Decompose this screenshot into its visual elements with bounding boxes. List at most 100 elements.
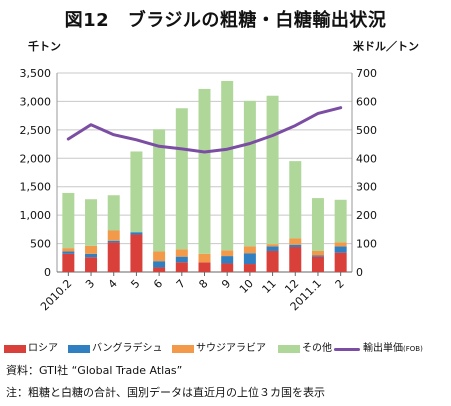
x-tick-label: 10 (237, 277, 256, 296)
bar-segment (153, 261, 166, 268)
y-tick-label: 1,500 (20, 181, 52, 194)
bar-segment (221, 263, 234, 272)
bar-segment (243, 100, 256, 247)
legend-label-price: 輸出単価 (363, 343, 403, 354)
chart-area: 千トン 米ドル／トン 0 500 1,000 1,500 2,000 2,500 3,000… (20, 39, 420, 313)
bar-segment (221, 256, 234, 264)
bar-segment (175, 262, 188, 272)
bar-segment (243, 246, 256, 254)
x-tick-label: 8 (196, 277, 210, 291)
bar-segment (85, 253, 98, 258)
bar-segment (62, 192, 75, 249)
legend-item-bangladesh: バングラデシュ (68, 341, 163, 357)
bar-segment (334, 246, 347, 253)
legend-swatch-bangladesh (68, 345, 90, 353)
x-tick-label: 11 (260, 277, 279, 296)
bar-segment (266, 95, 279, 245)
y-tick-label: 1,000 (20, 209, 52, 222)
bar-segment (198, 253, 211, 263)
bar-segment (266, 250, 279, 272)
y2-tick-label: 0 (356, 266, 363, 279)
y2-tick-label: 200 (356, 209, 377, 222)
bar-segment (107, 242, 120, 272)
bar-segment (289, 246, 302, 272)
legend-label-saudi: サウジアラビア (196, 343, 266, 354)
y2-tick-label: 300 (356, 181, 377, 194)
price-line (66, 106, 343, 154)
bar-segment (130, 151, 143, 233)
y2-axis-label: 米ドル／トン (352, 39, 419, 53)
bar-segment (130, 234, 143, 272)
bar-segment (107, 195, 120, 231)
bar-segment (266, 244, 279, 247)
x-tick-label: 7 (174, 277, 188, 291)
bar-segment (85, 199, 98, 246)
y2-tick-label: 600 (356, 95, 377, 108)
x-tick-label: 3 (83, 277, 97, 291)
legend-item-others: その他 (278, 341, 332, 357)
legend: ロシア バングラデシュ サウジアラビア その他 輸出単価(FOB) (2, 341, 451, 357)
bar-segment (130, 232, 143, 235)
price-line-group (66, 106, 343, 154)
bar-segment (266, 246, 279, 251)
footnote: 注：粗糖と白糖の合計、国別データは直近月の上位３カ国を表示 (6, 386, 325, 399)
bar-segment (175, 108, 188, 250)
y2-tick-label: 100 (356, 238, 377, 251)
y2-tick-label: 500 (356, 124, 377, 137)
bar-segment (334, 252, 347, 272)
bar-segment (153, 129, 166, 252)
bar-segment (221, 80, 234, 251)
bar-segment (243, 253, 256, 265)
y-tick-label: 3,000 (20, 95, 52, 108)
y-tick-label: 3,500 (20, 67, 52, 80)
y-tick-label: 2,500 (20, 124, 52, 137)
bars (62, 80, 347, 272)
bar-segment (107, 230, 120, 241)
legend-label-price-sub: (FOB) (403, 345, 423, 353)
bar-segment (85, 245, 98, 254)
y-tick-label: 500 (30, 238, 51, 251)
bar-segment (334, 242, 347, 247)
bar-segment (311, 198, 324, 251)
y-axis-label: 千トン (28, 39, 61, 53)
x-tick-label: 9 (219, 277, 233, 291)
x-tick-label: 2010.2 (38, 277, 74, 313)
bar-segment (62, 251, 75, 254)
legend-label-bangladesh: バングラデシュ (92, 343, 163, 354)
bar-segment (153, 251, 166, 262)
y2-tick-label: 400 (356, 152, 377, 165)
x-tick-label: 2 (333, 277, 347, 291)
bar-segment (62, 248, 75, 252)
bar-segment (62, 253, 75, 272)
bar-segment (107, 240, 120, 243)
legend-label-others: その他 (302, 343, 332, 354)
bar-segment (334, 199, 347, 243)
bar-segment (175, 249, 188, 257)
bar-segment (289, 161, 302, 239)
bar-segment (311, 250, 324, 256)
y-tick-label: 2,000 (20, 152, 52, 165)
legend-swatch-russia (4, 345, 26, 353)
bar-segment (221, 250, 234, 257)
bar-segment (243, 264, 256, 272)
x-tick-label: 5 (128, 277, 142, 291)
bar-segment (153, 267, 166, 272)
x-tick-label: 6 (151, 277, 165, 291)
legend-swatch-others (278, 345, 300, 353)
bar-segment (198, 88, 211, 254)
legend-item-russia: ロシア (4, 341, 58, 357)
bar-segment (198, 262, 211, 272)
y-tick-label: 0 (44, 266, 51, 279)
legend-item-price: 輸出単価(FOB) (334, 341, 423, 357)
bar-segment (289, 244, 302, 247)
bar-segment (311, 256, 324, 272)
source-note: 資料：GTI社 “Global Trade Atlas” (6, 364, 183, 377)
bar-segment (175, 256, 188, 263)
bar-segment (85, 257, 98, 272)
bar-segment (289, 238, 302, 245)
legend-item-saudi: サウジアラビア (172, 341, 266, 357)
y2-tick-label: 700 (356, 67, 377, 80)
legend-label-russia: ロシア (28, 343, 58, 354)
legend-line-price (334, 347, 360, 351)
